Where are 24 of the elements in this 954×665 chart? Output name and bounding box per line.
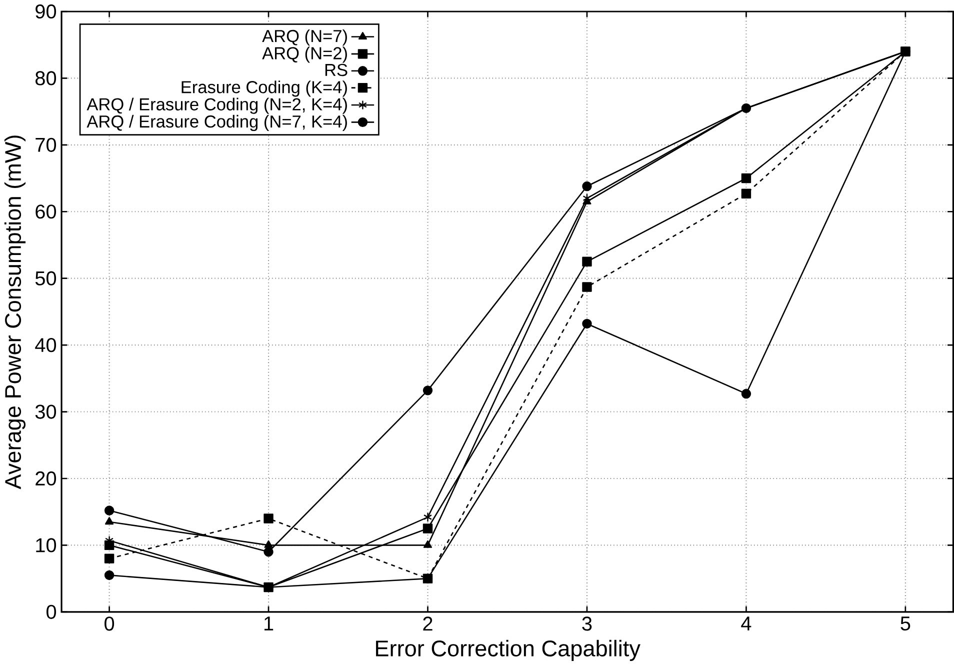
- legend-label: ARQ / Erasure Coding (N=7, K=4): [86, 114, 347, 131]
- y-tick-label: 20: [36, 471, 56, 486]
- legend-label: ARQ (N=7): [262, 29, 347, 46]
- y-tick-label: 0: [46, 604, 56, 619]
- x-tick-label: 5: [900, 616, 910, 630]
- legend-label: RS: [325, 64, 348, 76]
- x-tick-label: 3: [582, 616, 592, 631]
- legend-label: ARQ (N=2): [262, 46, 347, 63]
- x-tick-label: 0: [104, 616, 114, 631]
- y-tick-label: 10: [36, 538, 56, 552]
- y-tick-label: 50: [35, 271, 56, 286]
- y-tick-label: 70: [36, 138, 56, 152]
- legend-label: Erasure Coding (K=4): [182, 80, 347, 96]
- y-tick-label: 90: [36, 4, 56, 18]
- legend-label: ARQ / Erasure Coding (N=2, K=4): [86, 98, 347, 114]
- y-tick-label: 40: [35, 338, 56, 352]
- y-tick-label: 80: [36, 70, 56, 86]
- x-tick-label: 2: [423, 616, 432, 630]
- y-tick-label: 60: [36, 204, 56, 218]
- y-axis-title: Average Power Consumption (mW): [4, 135, 26, 490]
- y-tick-label: 30: [35, 404, 56, 419]
- x-axis-title: Error Correction Capability: [376, 640, 640, 661]
- x-tick-label: 1: [264, 616, 274, 630]
- x-tick-label: 4: [741, 616, 752, 630]
